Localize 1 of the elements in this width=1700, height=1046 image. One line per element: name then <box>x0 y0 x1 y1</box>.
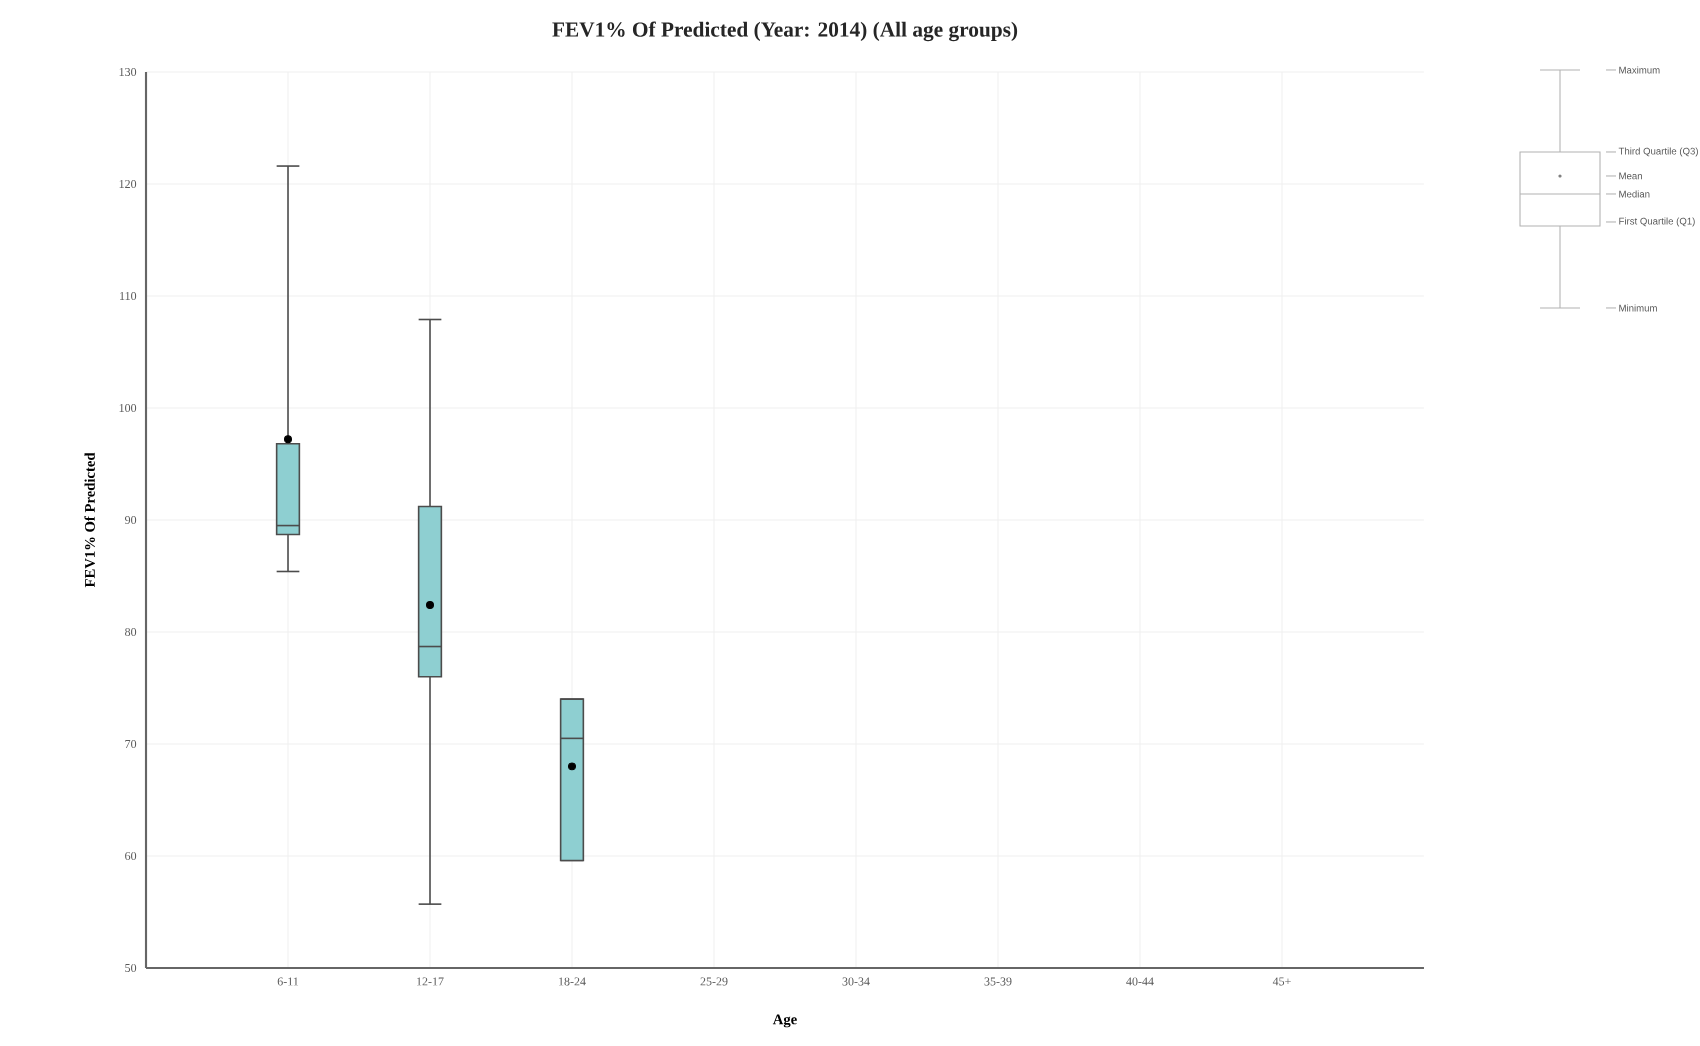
chart-title: FEV1% Of Predicted (Year: 2014) (All age groups) <box>552 21 1018 42</box>
